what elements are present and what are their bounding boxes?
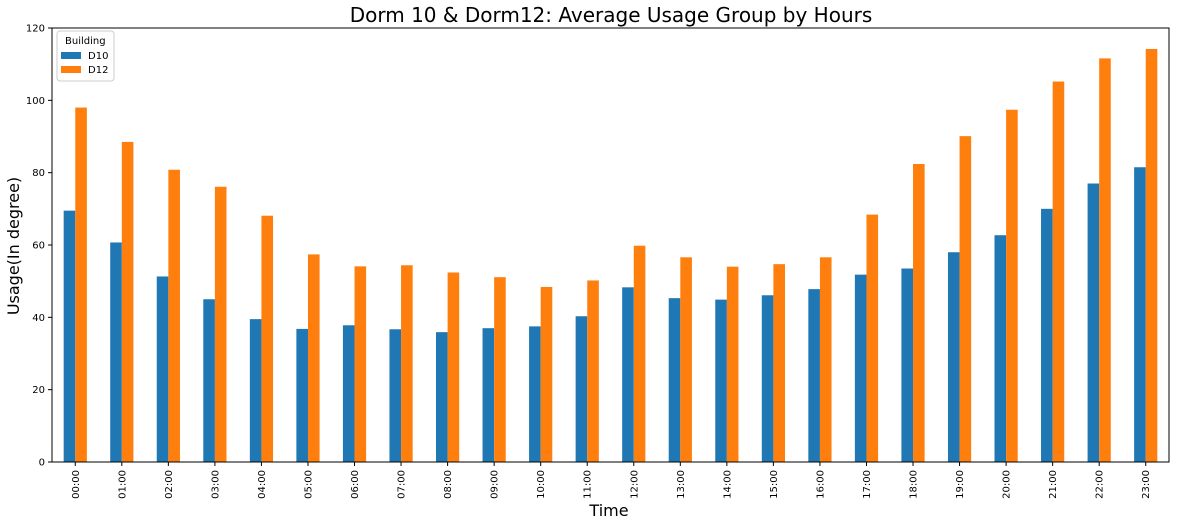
y-tick-label: 100 xyxy=(26,96,45,107)
bar-d10-2200 xyxy=(1087,183,1100,462)
y-tick-label: 0 xyxy=(39,458,45,469)
legend-swatch-d12 xyxy=(61,66,81,73)
bar-d12-2100 xyxy=(1052,81,1065,462)
y-tick-label: 60 xyxy=(32,241,45,252)
bar-d12-1600 xyxy=(819,257,832,462)
bar-d10-1900 xyxy=(947,252,960,462)
bar-d12-0600 xyxy=(354,266,367,462)
x-tick-label: 22:00 xyxy=(1095,470,1106,499)
bar-d12-1900 xyxy=(959,136,972,462)
bar-d12-0300 xyxy=(214,186,227,462)
bar-d10-1300 xyxy=(668,298,681,462)
x-axis-ticks: 00:00 01:00 02:00 03:00 04:00 05:00 06:00 07:00… xyxy=(71,462,1152,499)
x-tick-label: 17:00 xyxy=(862,470,873,499)
bar-d10-1400 xyxy=(715,299,727,462)
plot-bars xyxy=(63,48,1158,463)
legend-swatch-d10 xyxy=(61,52,81,59)
bar-d10-0400 xyxy=(249,319,262,462)
y-tick-label: 80 xyxy=(32,168,45,179)
bar-d12-0800 xyxy=(447,272,460,462)
y-tick-label: 20 xyxy=(32,385,45,396)
legend: Building D10 D12 xyxy=(56,30,115,82)
x-tick-label: 20:00 xyxy=(1002,470,1013,499)
x-tick-label: 21:00 xyxy=(1048,470,1059,499)
bar-d10-1200 xyxy=(622,287,634,462)
bar-d12-0500 xyxy=(307,254,320,462)
bar-d12-0700 xyxy=(401,265,413,462)
x-tick-label: 10:00 xyxy=(536,470,547,499)
bar-d12-2200 xyxy=(1099,58,1111,462)
bar-d10-1000 xyxy=(529,326,541,462)
bar-d10-2300 xyxy=(1134,167,1146,462)
bar-d10-0500 xyxy=(296,328,308,462)
y-axis-label: Usage(In degree) xyxy=(4,177,23,315)
x-tick-label: 09:00 xyxy=(490,470,501,499)
x-tick-label: 05:00 xyxy=(303,470,314,499)
bar-d10-2000 xyxy=(994,235,1007,462)
bar-d12-1000 xyxy=(540,286,553,462)
bar-d10-2100 xyxy=(1041,208,1053,462)
bar-d12-1200 xyxy=(633,245,646,462)
x-tick-label: 00:00 xyxy=(71,470,82,499)
x-tick-label: 13:00 xyxy=(676,470,687,499)
bar-d12-1800 xyxy=(913,163,925,462)
x-tick-label: 11:00 xyxy=(583,470,594,499)
y-axis-ticks: 0 20 40 60 80 100 120 xyxy=(26,24,52,469)
bar-d12-1700 xyxy=(866,214,879,462)
x-axis-label: Time xyxy=(588,501,628,520)
bar-d12-0200 xyxy=(168,169,180,463)
y-tick-label: 40 xyxy=(32,313,45,324)
bar-d12-0000 xyxy=(75,107,87,463)
legend-title: Building xyxy=(65,36,106,47)
x-tick-label: 23:00 xyxy=(1141,470,1152,499)
x-tick-label: 04:00 xyxy=(257,470,268,499)
bar-d12-1100 xyxy=(587,280,599,462)
x-tick-label: 02:00 xyxy=(164,470,175,499)
bar-d12-1500 xyxy=(773,264,785,462)
y-tick-label: 120 xyxy=(26,24,45,35)
bar-d10-0900 xyxy=(482,328,495,462)
bar-d10-0000 xyxy=(63,210,76,462)
bar-d10-1100 xyxy=(575,316,588,462)
bar-d12-0400 xyxy=(261,215,274,462)
legend-label-d12: D12 xyxy=(88,65,108,76)
bar-d10-0700 xyxy=(389,329,402,462)
x-tick-label: 07:00 xyxy=(397,470,408,499)
legend-label-d10: D10 xyxy=(88,51,108,62)
plot-frame xyxy=(51,27,1170,463)
x-tick-label: 19:00 xyxy=(955,470,966,499)
x-tick-label: 01:00 xyxy=(117,470,128,499)
bar-d10-0100 xyxy=(110,242,122,462)
bar-d12-0100 xyxy=(121,141,134,463)
x-tick-label: 15:00 xyxy=(769,470,780,499)
bar-d10-1600 xyxy=(808,289,820,462)
x-tick-label: 14:00 xyxy=(722,470,733,499)
bar-d12-1300 xyxy=(680,257,692,462)
chart-title: Dorm 10 & Dorm12: Average Usage Group by… xyxy=(350,3,873,27)
bar-d10-0300 xyxy=(203,299,215,462)
x-tick-label: 18:00 xyxy=(909,470,920,499)
bar-d10-1700 xyxy=(854,274,867,462)
x-tick-label: 08:00 xyxy=(443,470,454,499)
bar-d12-0900 xyxy=(494,277,506,462)
x-tick-label: 03:00 xyxy=(210,470,221,499)
bar-d12-1400 xyxy=(726,266,739,462)
bar-d10-0600 xyxy=(342,325,355,462)
bar-d10-0800 xyxy=(436,332,448,462)
x-tick-label: 06:00 xyxy=(350,470,361,499)
x-tick-label: 16:00 xyxy=(815,470,826,499)
bar-d10-1500 xyxy=(761,295,774,462)
bar-d12-2000 xyxy=(1006,109,1018,462)
bar-d10-1800 xyxy=(901,268,914,462)
x-tick-label: 12:00 xyxy=(629,470,640,499)
bar-d10-0200 xyxy=(156,276,169,462)
bar-d12-2300 xyxy=(1145,48,1158,463)
